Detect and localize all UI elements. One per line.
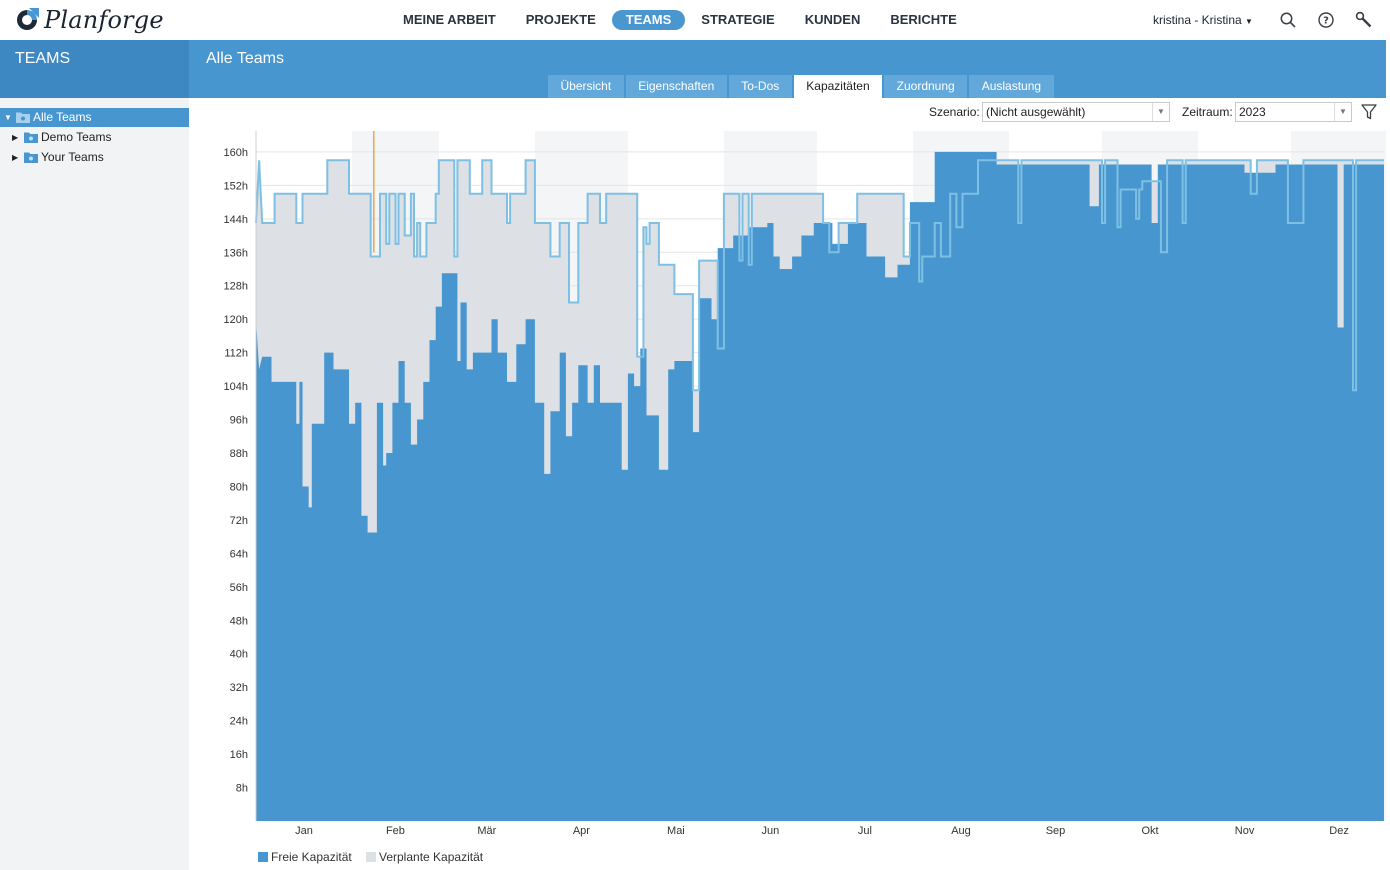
x-tick-label: Nov: [1235, 825, 1255, 837]
tree-item-label: Your Teams: [41, 150, 104, 164]
tree-item-your-teams[interactable]: ▶ Your Teams: [0, 148, 189, 167]
user-menu[interactable]: kristina - Kristina ▼: [1153, 13, 1253, 27]
expand-arrow-icon[interactable]: ▼: [4, 113, 12, 122]
logo-icon: [17, 8, 39, 30]
tab-auslastung[interactable]: Auslastung: [969, 75, 1054, 98]
tree-item-alle-teams[interactable]: ▼ Alle Teams: [0, 108, 189, 127]
y-tick-label: 152h: [224, 180, 248, 192]
legend-label[interactable]: Freie Kapazität: [271, 850, 352, 864]
period-select[interactable]: 2023 ▼: [1235, 102, 1352, 122]
y-tick-label: 48h: [230, 615, 248, 627]
y-tick-label: 56h: [230, 582, 248, 594]
tab-to-dos[interactable]: To-Dos: [728, 75, 792, 98]
x-tick-label: Dez: [1329, 825, 1349, 837]
chart-legend: Freie Kapazität Verplante Kapazität: [258, 850, 484, 864]
filter-icon[interactable]: [1361, 104, 1377, 120]
team-folder-icon: [16, 112, 30, 123]
scenario-select[interactable]: (Nicht ausgewählt) ▼: [982, 102, 1170, 122]
y-tick-label: 112h: [224, 348, 248, 360]
y-tick-label: 128h: [224, 281, 248, 293]
y-tick-label: 32h: [230, 682, 248, 694]
nav-item-meine-arbeit[interactable]: MEINE ARBEIT: [403, 12, 496, 27]
tab--bersicht[interactable]: Übersicht: [548, 75, 624, 98]
nav-item-teams[interactable]: TEAMS: [611, 10, 686, 30]
page-title: Alle Teams: [206, 50, 284, 67]
x-tick-label: Aug: [951, 825, 971, 837]
search-icon[interactable]: [1279, 11, 1297, 29]
y-tick-label: 8h: [236, 783, 248, 795]
top-bar: Planforge MEINE ARBEIT PROJEKTE TEAMS STRAT…: [0, 0, 1390, 40]
tab-zuordnung[interactable]: Zuordnung: [884, 75, 968, 98]
team-folder-icon: [24, 152, 38, 163]
y-axis: 8h 16h 24h 32h 40h 48h 56h 64h 72h 80h 88h 96h 104h 1…: [224, 131, 257, 821]
y-tick-label: 144h: [224, 214, 248, 226]
y-tick-label: 80h: [230, 481, 248, 493]
section-header: [0, 40, 189, 98]
svg-text:?: ?: [1323, 16, 1329, 27]
y-tick-label: 96h: [230, 415, 248, 427]
scenario-label: Szenario:: [929, 105, 980, 119]
tree-item-demo-teams[interactable]: ▶ Demo Teams: [0, 128, 189, 147]
legend-swatch: [258, 852, 268, 862]
y-tick-label: 88h: [230, 448, 248, 460]
capacity-chart: 8h 16h 24h 32h 40h 48h 56h 64h 72h 80h 88h 96h 104h 1…: [224, 131, 1386, 864]
nav-item-strategie[interactable]: STRATEGIE: [701, 12, 775, 27]
x-tick-label: Mai: [667, 825, 685, 837]
x-tick-label: Jun: [762, 825, 780, 837]
tab-kapazit-ten[interactable]: Kapazitäten: [793, 75, 883, 98]
team-tree-sidebar: ▼ Alle Teams ▶ Demo Teams ▶ Your Teams: [0, 98, 189, 870]
tree-item-label: Demo Teams: [41, 130, 112, 144]
y-tick-label: 72h: [230, 515, 248, 527]
logo-text: Planforge: [44, 6, 164, 34]
chevron-down-icon[interactable]: ▼: [1152, 103, 1169, 121]
team-folder-icon: [24, 132, 38, 143]
x-tick-label: Jan: [295, 825, 313, 837]
y-tick-label: 160h: [224, 147, 248, 159]
y-tick-label: 16h: [230, 749, 248, 761]
y-tick-label: 40h: [230, 649, 248, 661]
main-nav: MEINE ARBEIT PROJEKTE TEAMS STRATEGIE KUNDEN…: [388, 10, 972, 30]
y-tick-label: 24h: [230, 716, 248, 728]
tab-bar: Übersicht Eigenschaften To-Dos Kapazitäten Z…: [548, 75, 1056, 98]
x-tick-label: Mär: [477, 825, 496, 837]
collapse-arrow-icon[interactable]: ▶: [12, 133, 19, 142]
user-name: kristina - Kristina: [1153, 13, 1242, 27]
period-value: 2023: [1239, 105, 1266, 119]
free-capacity-area: [256, 151, 1384, 821]
x-tick-label: Sep: [1046, 825, 1066, 837]
scenario-value: (Nicht ausgewählt): [986, 105, 1086, 119]
nav-item-kunden[interactable]: KUNDEN: [804, 12, 861, 27]
y-tick-label: 64h: [230, 548, 248, 560]
legend-swatch: [366, 852, 376, 862]
collapse-arrow-icon[interactable]: ▶: [12, 153, 19, 162]
chevron-down-icon[interactable]: ▼: [1334, 103, 1351, 121]
x-tick-label: Apr: [573, 825, 590, 837]
app-logo[interactable]: Planforge: [14, 6, 164, 34]
y-tick-label: 104h: [224, 381, 248, 393]
x-tick-label: Feb: [386, 825, 405, 837]
caret-down-icon: ▼: [1245, 17, 1253, 26]
x-tick-label: Okt: [1141, 825, 1158, 837]
tools-icon[interactable]: [1355, 11, 1373, 29]
tab-eigenschaften[interactable]: Eigenschaften: [625, 75, 727, 98]
help-icon[interactable]: ?: [1317, 11, 1335, 29]
x-axis: Jan Feb Mär Apr Mai Jun Jul Aug Sep Okt Nov Dez: [295, 825, 1349, 837]
period-label: Zeitraum:: [1182, 105, 1233, 119]
x-tick-label: Jul: [858, 825, 872, 837]
legend-label[interactable]: Verplante Kapazität: [379, 850, 484, 864]
total-capacity-line: [255, 159, 1384, 392]
section-title: TEAMS: [15, 50, 71, 67]
nav-item-berichte[interactable]: BERICHTE: [890, 12, 957, 27]
y-tick-label: 136h: [224, 247, 248, 259]
y-tick-label: 120h: [224, 314, 248, 326]
nav-item-projekte[interactable]: PROJEKTE: [525, 12, 596, 27]
tree-item-label: Alle Teams: [33, 110, 92, 124]
